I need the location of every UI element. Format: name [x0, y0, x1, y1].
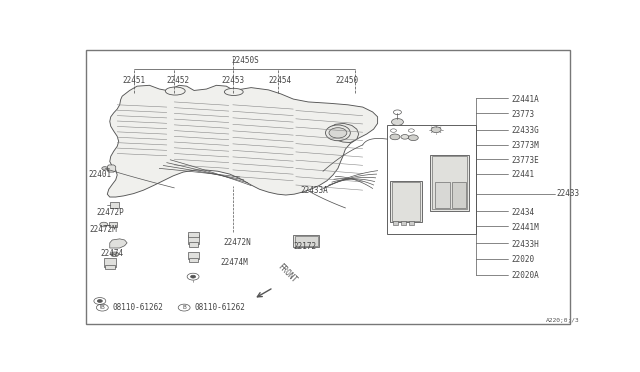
Text: 22441A: 22441A: [511, 94, 540, 103]
Text: 22441M: 22441M: [511, 222, 540, 232]
Text: 22020: 22020: [511, 255, 534, 264]
Bar: [189, 258, 198, 262]
Bar: [105, 265, 115, 269]
Text: B: B: [182, 305, 186, 310]
Bar: [188, 232, 199, 237]
Ellipse shape: [326, 125, 350, 141]
Text: FRONT: FRONT: [276, 263, 299, 285]
Text: 22452: 22452: [167, 76, 190, 85]
Ellipse shape: [165, 87, 185, 95]
Text: 22433H: 22433H: [511, 240, 540, 249]
Bar: [188, 235, 199, 244]
Bar: [295, 236, 317, 246]
Text: 22450: 22450: [335, 76, 358, 85]
Bar: [104, 258, 116, 267]
Text: 22441: 22441: [511, 170, 534, 179]
Bar: [392, 182, 420, 221]
Bar: [390, 181, 422, 222]
Bar: [429, 155, 469, 211]
Bar: [387, 125, 476, 234]
Text: 23773M: 23773M: [511, 141, 540, 150]
Text: 22401: 22401: [89, 170, 112, 179]
Text: 08110-61262: 08110-61262: [194, 303, 245, 312]
Text: 08110-61262: 08110-61262: [112, 303, 163, 312]
Circle shape: [111, 252, 118, 257]
Text: A220;0;/3: A220;0;/3: [547, 318, 580, 323]
Bar: [189, 242, 198, 247]
Bar: [110, 202, 118, 208]
Text: 22451: 22451: [122, 76, 145, 85]
Circle shape: [431, 127, 441, 132]
Text: B: B: [100, 305, 104, 310]
Circle shape: [191, 275, 196, 278]
Bar: [109, 222, 116, 227]
Circle shape: [390, 134, 400, 140]
Polygon shape: [327, 124, 359, 142]
Bar: [409, 221, 414, 225]
Circle shape: [100, 222, 108, 227]
Text: 23773E: 23773E: [511, 155, 540, 164]
Text: 22433G: 22433G: [511, 126, 540, 135]
Text: 22472N: 22472N: [224, 238, 252, 247]
Text: 22172: 22172: [293, 242, 316, 251]
Circle shape: [97, 299, 102, 302]
Circle shape: [408, 135, 419, 141]
Text: 22433: 22433: [556, 189, 579, 198]
Circle shape: [392, 119, 403, 125]
Bar: [432, 156, 467, 209]
Text: 22450S: 22450S: [231, 56, 259, 65]
Text: 22434: 22434: [511, 208, 534, 217]
Text: 22474: 22474: [101, 249, 124, 258]
Circle shape: [329, 128, 347, 138]
Circle shape: [102, 167, 108, 170]
Circle shape: [401, 135, 409, 139]
Text: 22472P: 22472P: [97, 208, 124, 217]
Bar: [401, 221, 406, 225]
Text: 22433A: 22433A: [301, 186, 328, 195]
Text: 22474M: 22474M: [220, 258, 248, 267]
Bar: [293, 235, 319, 247]
Polygon shape: [108, 85, 378, 197]
Bar: [452, 182, 466, 208]
Polygon shape: [108, 165, 116, 172]
Ellipse shape: [225, 88, 243, 96]
Bar: [435, 182, 449, 208]
Polygon shape: [110, 239, 127, 248]
Text: 22472M: 22472M: [90, 225, 118, 234]
Bar: [394, 221, 399, 225]
Text: 23773: 23773: [511, 110, 534, 119]
Text: 22020A: 22020A: [511, 271, 540, 280]
Text: 22453: 22453: [221, 76, 244, 85]
Bar: [188, 252, 199, 260]
Text: 22454: 22454: [269, 76, 292, 85]
